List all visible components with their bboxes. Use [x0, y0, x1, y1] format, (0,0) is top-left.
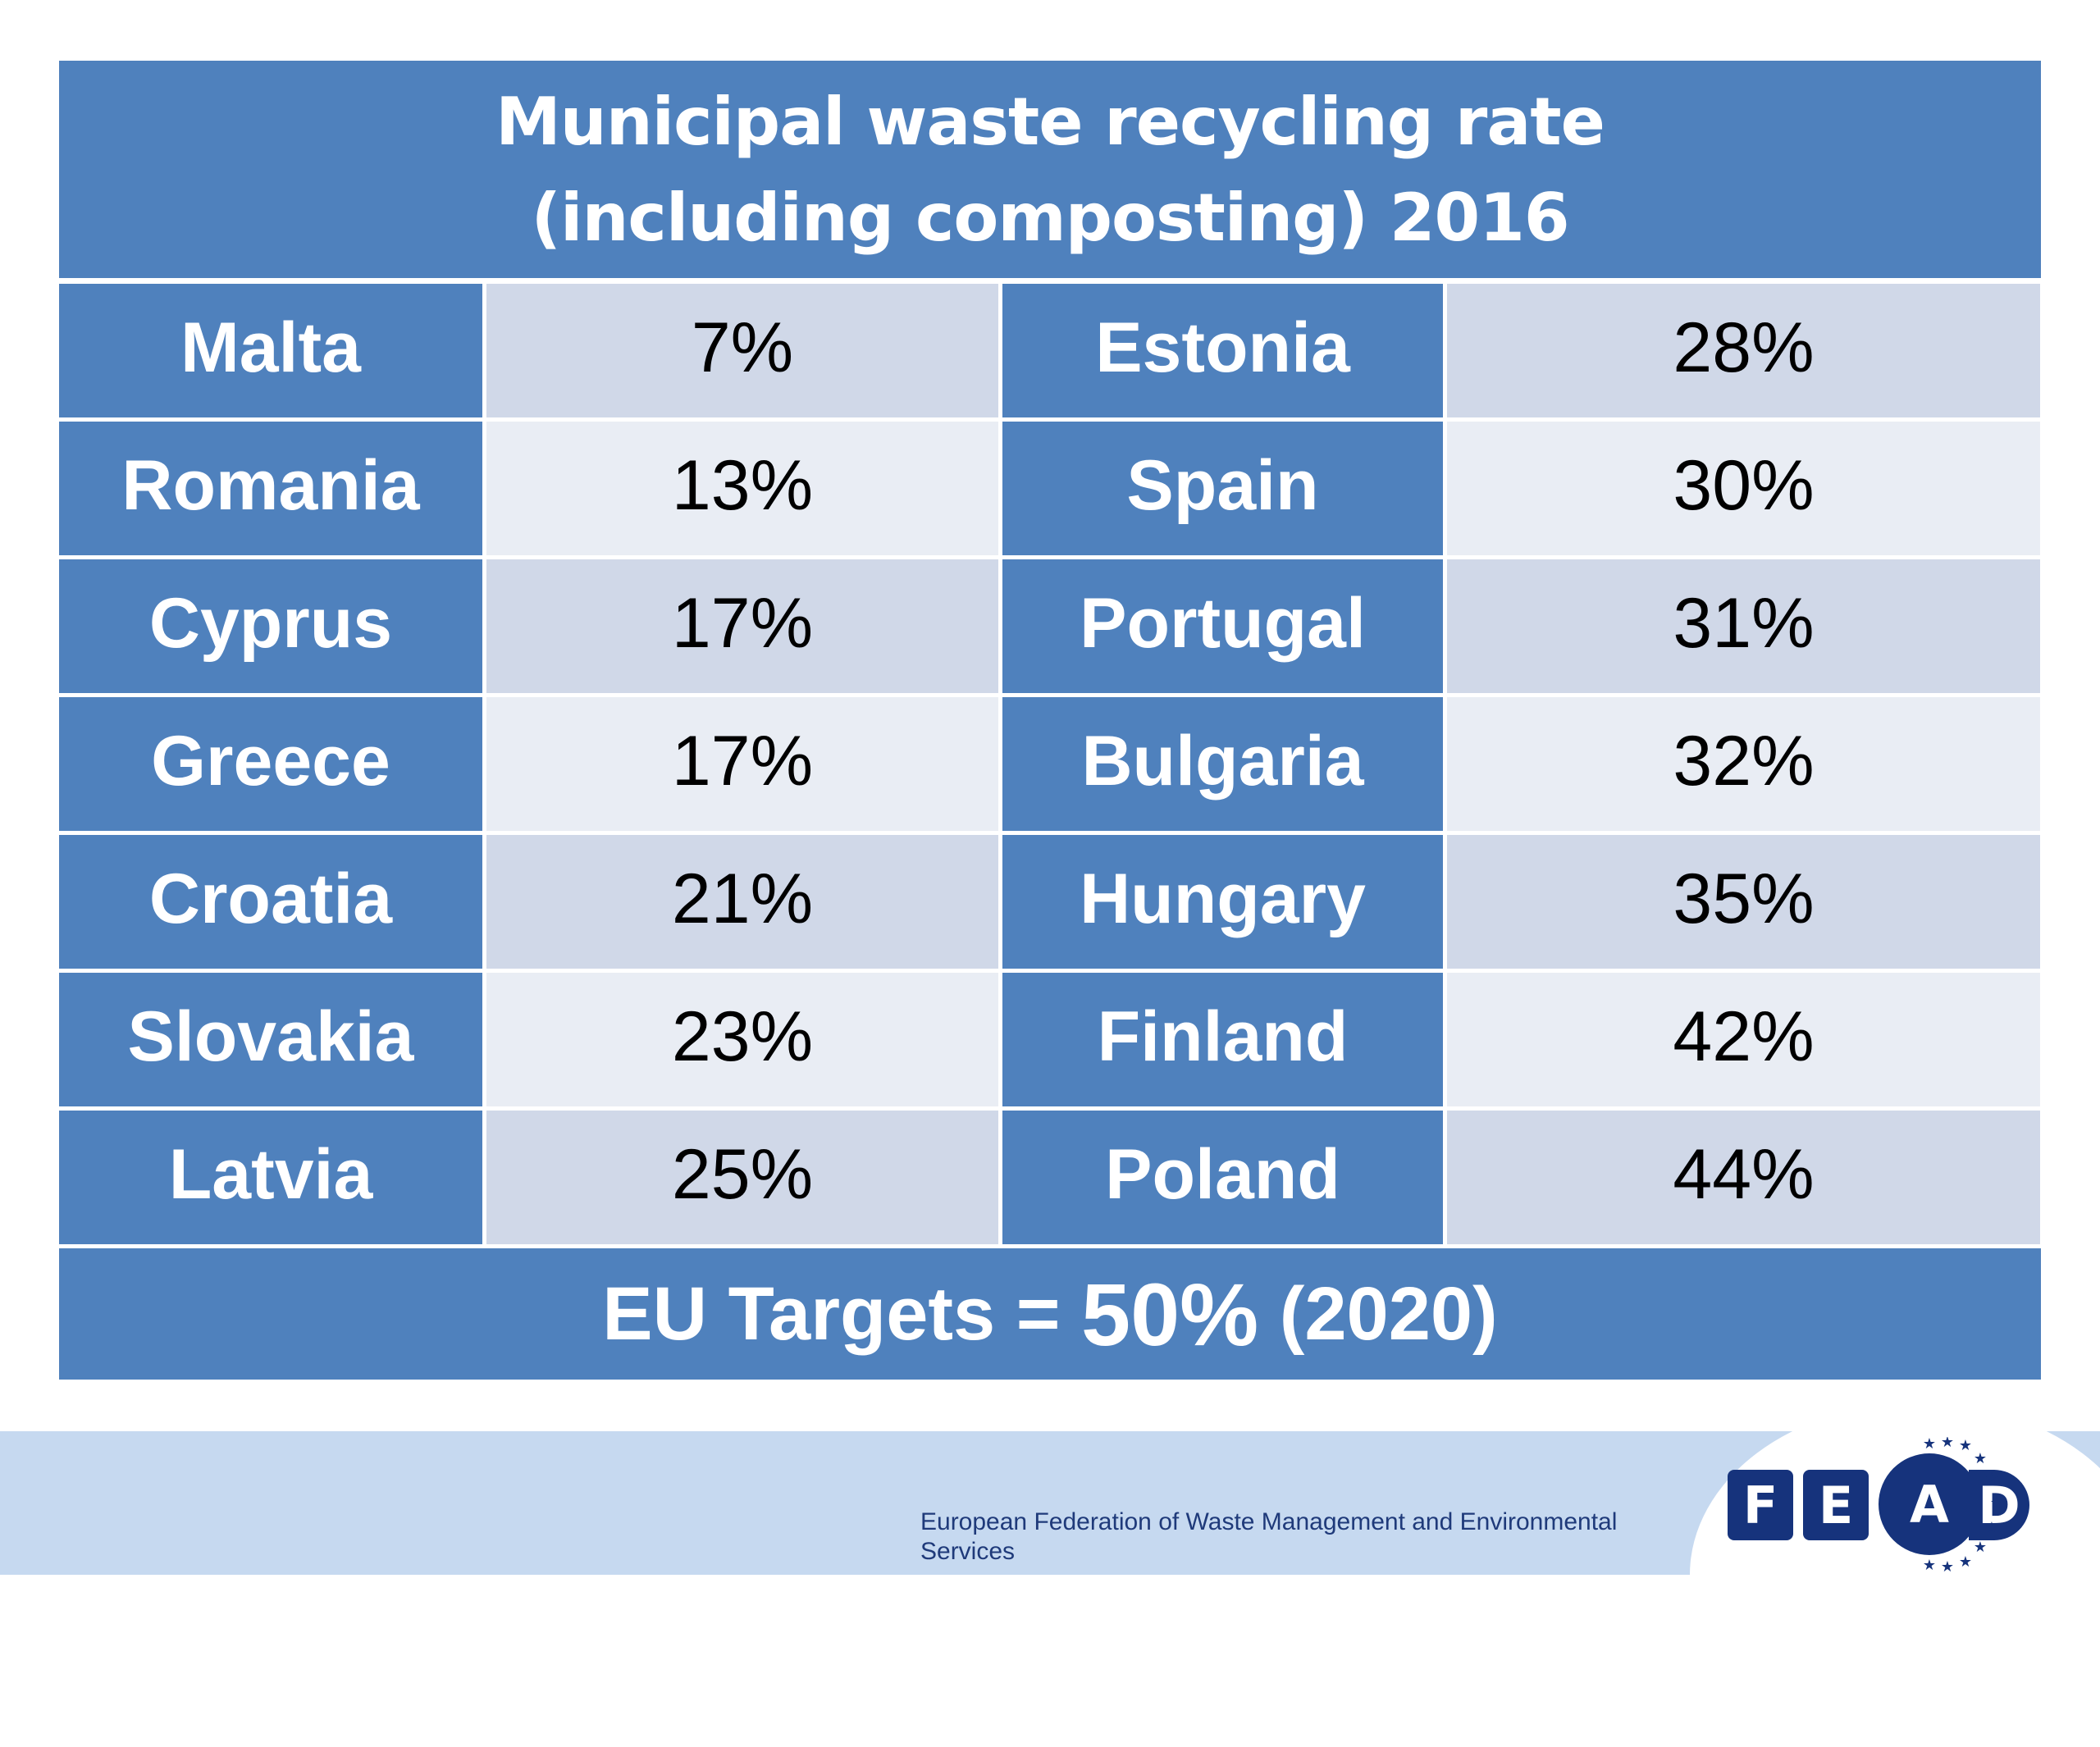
rate-value-cell: 25%: [486, 1111, 998, 1244]
svg-text:★: ★: [1990, 1494, 2003, 1512]
eu-target-value: 50%: [1081, 1264, 1259, 1364]
eu-target-banner: EU Targets = 50% (2020): [59, 1248, 2041, 1380]
rate-value-cell: 42%: [1447, 973, 2040, 1106]
country-name-cell: Hungary: [1002, 835, 1443, 969]
country-name-cell: Spain: [1002, 422, 1443, 555]
rate-value-cell: 32%: [1447, 697, 2040, 831]
country-name-cell: Latvia: [59, 1111, 482, 1244]
rate-value-cell: 44%: [1447, 1111, 2040, 1244]
table-title: Municipal waste recycling rate (includin…: [59, 61, 2041, 278]
svg-text:★: ★: [1959, 1437, 1972, 1454]
logo-letter-a: A: [1879, 1453, 1980, 1555]
rate-value-cell: 17%: [486, 559, 998, 693]
table-title-line-2: (including composting) 2016: [531, 179, 1569, 256]
country-name-cell: Malta: [59, 284, 482, 417]
svg-text:★: ★: [1974, 1539, 1987, 1556]
country-name-cell: Estonia: [1002, 284, 1443, 417]
rate-value-cell: 30%: [1447, 422, 2040, 555]
svg-text:★: ★: [1974, 1450, 1987, 1467]
table-title-line-1: Municipal waste recycling rate: [495, 83, 1605, 160]
eu-stars-icon: ★ ★ ★ ★ ★ ★ ★ ★ ★ ★ ★: [1923, 1437, 2003, 1575]
svg-text:★: ★: [1959, 1553, 1972, 1571]
svg-text:★: ★: [1985, 1519, 1998, 1536]
country-name-cell: Greece: [59, 697, 482, 831]
country-name-cell: Bulgaria: [1002, 697, 1443, 831]
eu-target-prefix: EU Targets =: [602, 1271, 1082, 1356]
svg-text:★: ★: [1985, 1470, 1998, 1487]
rate-value-cell: 23%: [486, 973, 998, 1106]
rate-value-cell: 28%: [1447, 284, 2040, 417]
recycling-rate-table: Municipal waste recycling rate (includin…: [59, 61, 2041, 1380]
logo-letter-e: E: [1803, 1470, 1869, 1540]
country-name-cell: Slovakia: [59, 973, 482, 1106]
country-name-cell: Croatia: [59, 835, 482, 969]
svg-text:★: ★: [1941, 1437, 1954, 1451]
rate-value-cell: 31%: [1447, 559, 2040, 693]
rate-value-cell: 35%: [1447, 835, 2040, 969]
country-name-cell: Romania: [59, 422, 482, 555]
country-name-cell: Cyprus: [59, 559, 482, 693]
svg-text:★: ★: [1941, 1558, 1954, 1575]
organization-name: European Federation of Waste Management …: [920, 1508, 1618, 1565]
country-name-cell: Finland: [1002, 973, 1443, 1106]
country-grid: Malta 7% Estonia 28% Romania 13% Spain 3…: [59, 284, 2041, 1244]
svg-text:★: ★: [1923, 1557, 1936, 1574]
logo-letter-f: F: [1728, 1470, 1793, 1540]
fead-logo: F E A D ★ ★ ★ ★ ★ ★ ★ ★ ★ ★ ★: [1721, 1437, 2033, 1575]
country-name-cell: Poland: [1002, 1111, 1443, 1244]
logo-letter-d: D: [1969, 1470, 2029, 1540]
rate-value-cell: 21%: [486, 835, 998, 969]
svg-text:★: ★: [1923, 1437, 1936, 1453]
country-name-cell: Portugal: [1002, 559, 1443, 693]
rate-value-cell: 17%: [486, 697, 998, 831]
rate-value-cell: 13%: [486, 422, 998, 555]
rate-value-cell: 7%: [486, 284, 998, 417]
eu-target-suffix: (2020): [1258, 1271, 1498, 1356]
